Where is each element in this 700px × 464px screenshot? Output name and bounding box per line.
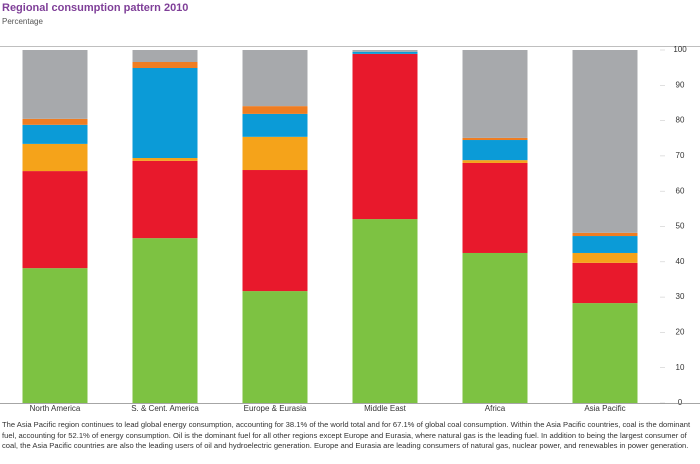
x-tick-label: North America: [30, 404, 81, 413]
bar-segment: [352, 50, 418, 52]
y-tick-label: 30: [676, 292, 685, 301]
bar-segment: [22, 124, 88, 144]
chart: Regional consumption pattern 2010 Percen…: [0, 2, 700, 413]
y-tick-label: 80: [676, 116, 685, 125]
bar-segment: [22, 118, 88, 125]
bar-segment: [462, 50, 528, 138]
bar-segment: [572, 236, 638, 253]
bar-segment: [572, 50, 638, 233]
bar-segment: [462, 137, 528, 141]
bar-segment: [352, 51, 418, 54]
bar-segment: [352, 53, 418, 220]
x-tick-label: Europe & Eurasia: [244, 404, 307, 413]
y-tick-label: 20: [676, 328, 685, 337]
y-tick-label: 0: [678, 398, 683, 407]
bar-segment: [462, 252, 528, 403]
bar-segment: [242, 291, 308, 403]
y-tick-label: 70: [676, 151, 685, 160]
bar-segment: [462, 140, 528, 161]
bar-segment: [242, 136, 308, 171]
bar-segment: [242, 170, 308, 292]
bar-segment: [132, 50, 198, 63]
bar-segment: [572, 232, 638, 237]
bar-segment: [22, 268, 88, 403]
bar-segment: [132, 238, 198, 403]
x-tick-label: Middle East: [364, 404, 407, 413]
x-tick-label: Asia Pacific: [584, 404, 625, 413]
bar-segment: [132, 158, 198, 161]
x-tick-label: Africa: [485, 404, 506, 413]
chart-title: Regional consumption pattern 2010: [2, 2, 188, 14]
chart-subtitle: Percentage: [2, 17, 43, 26]
bar-segment: [22, 171, 88, 269]
bar-segment: [462, 162, 528, 253]
bar-segment: [242, 106, 308, 114]
bar-segment: [242, 113, 308, 137]
bar-segment: [22, 143, 88, 172]
bar-segment: [132, 62, 198, 69]
bar-segment: [572, 252, 638, 263]
bar-segment: [462, 160, 528, 163]
y-tick-label: 90: [676, 80, 685, 89]
bar-segment: [352, 219, 418, 403]
bar-segment: [22, 50, 88, 119]
y-tick-label: 50: [676, 222, 685, 231]
y-tick-label: 40: [676, 257, 685, 266]
bar-segment: [572, 303, 638, 403]
y-tick-label: 60: [676, 186, 685, 195]
bar-segment: [132, 160, 198, 239]
y-tick-label: 100: [673, 45, 687, 54]
caption: The Asia Pacific region continues to lea…: [2, 420, 691, 450]
bar-segment: [242, 50, 308, 107]
bar-segment: [572, 262, 638, 304]
x-tick-label: S. & Cent. America: [131, 404, 199, 413]
y-tick-label: 10: [676, 363, 685, 372]
bar-segment: [132, 68, 198, 159]
